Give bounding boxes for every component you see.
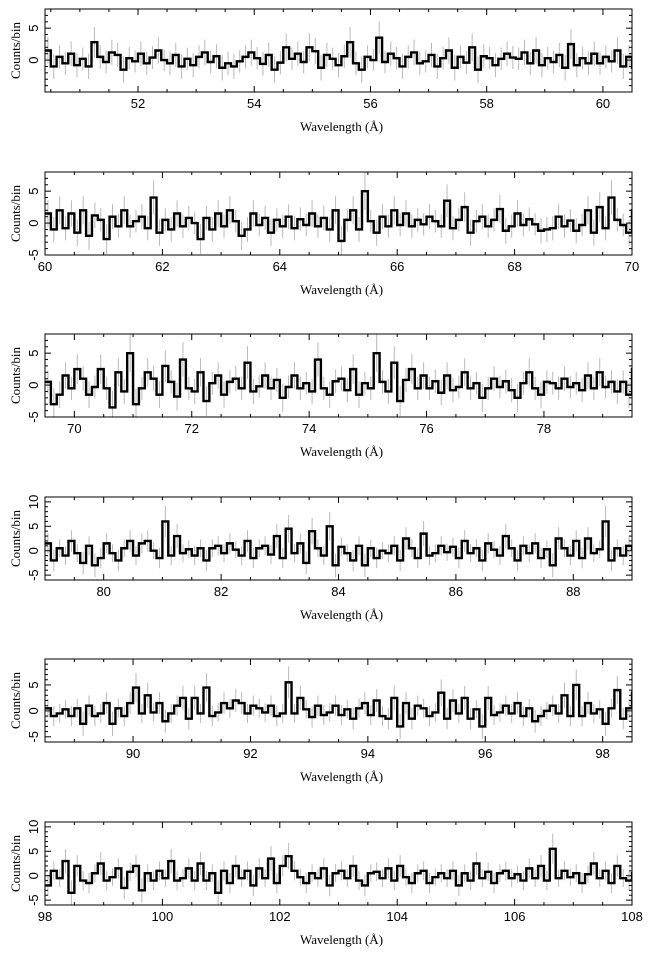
x-axis-label: Wavelength (Å) xyxy=(300,932,383,947)
plot-area xyxy=(45,172,632,255)
y-tick-label: 10 xyxy=(26,495,41,509)
y-tick-label: -5 xyxy=(26,569,41,581)
x-tick-label: 84 xyxy=(331,584,345,599)
plot-area xyxy=(45,334,632,417)
x-tick-label: 96 xyxy=(478,746,492,761)
y-tick-label: 5 xyxy=(26,681,41,688)
x-tick-label: 52 xyxy=(131,96,145,111)
x-axis-label: Wavelength (Å) xyxy=(300,119,383,134)
x-tick-label: 72 xyxy=(185,421,199,436)
spectrum-panel-4: 80 82 84 86 88 -5 0 5 10 Wavelength (Å) Counts/bin xyxy=(8,495,633,622)
y-tick-label: 0 xyxy=(26,381,41,388)
y-tick-label: 5 xyxy=(26,848,41,855)
step-series xyxy=(45,189,632,243)
y-axis-label: Counts/bin xyxy=(8,184,23,242)
x-tick-label: 104 xyxy=(386,909,408,924)
x-tick-label: 68 xyxy=(507,259,521,274)
spectrum-panel-3: 70 72 74 76 78 -5 0 5 Wavelength (Å) Counts/bin xyxy=(8,333,633,459)
x-tick-label: 90 xyxy=(126,746,140,761)
x-axis-label: Wavelength (Å) xyxy=(300,607,383,622)
x-tick-label: 86 xyxy=(449,584,463,599)
y-tick-label: 5 xyxy=(26,25,41,32)
plot-frame xyxy=(44,496,633,581)
y-tick-label: 0 xyxy=(26,872,41,879)
x-axis-label: Wavelength (Å) xyxy=(300,444,383,459)
x-tick-label: 92 xyxy=(243,746,257,761)
x-tick-label: 60 xyxy=(38,259,52,274)
x-tick-label: 76 xyxy=(419,421,433,436)
y-tick-label: 5 xyxy=(26,188,41,195)
x-tick-label: 64 xyxy=(273,259,287,274)
x-tick-label: 58 xyxy=(479,96,493,111)
x-tick-label: 62 xyxy=(155,259,169,274)
y-tick-label: 5 xyxy=(26,350,41,357)
x-tick-label: 82 xyxy=(214,584,228,599)
x-tick-label: 98 xyxy=(38,909,52,924)
plot-area xyxy=(45,833,632,905)
x-axis-label: Wavelength (Å) xyxy=(300,769,383,784)
x-tick-label: 94 xyxy=(361,746,375,761)
step-series xyxy=(45,847,632,894)
x-tick-label: 102 xyxy=(269,909,291,924)
spectrum-panel-6: 98 100 102 104 106 108 -5 0 5 10 Wavelength (Å) Cou… xyxy=(8,820,643,947)
spectrum-panel-1: 52 54 56 58 60 0 5 Wavelength (Å) Counts/bin xyxy=(8,8,633,134)
plot-area xyxy=(45,666,632,740)
x-tick-label: 88 xyxy=(566,584,580,599)
step-series xyxy=(45,36,632,71)
plot-frame xyxy=(44,821,633,906)
plot-area xyxy=(45,505,632,578)
x-tick-label: 54 xyxy=(247,96,261,111)
x-tick-label: 98 xyxy=(595,746,609,761)
x-tick-label: 56 xyxy=(363,96,377,111)
y-axis-label: Counts/bin xyxy=(8,21,23,79)
y-tick-label: 0 xyxy=(26,219,41,226)
y-axis-label: Counts/bin xyxy=(8,671,23,729)
y-tick-label: 0 xyxy=(26,707,41,714)
x-tick-label: 80 xyxy=(96,584,110,599)
y-tick-label: 5 xyxy=(26,523,41,530)
spectrum-panel-5: 90 92 94 96 98 -5 0 5 Wavelength (Å) Counts/bin xyxy=(8,658,633,784)
x-tick-label: 66 xyxy=(390,259,404,274)
y-tick-label: -5 xyxy=(26,731,41,743)
x-tick-label: 100 xyxy=(152,909,174,924)
step-series xyxy=(45,520,632,567)
y-axis-label: Counts/bin xyxy=(8,346,23,404)
y-tick-label: 0 xyxy=(26,56,41,63)
spectrum-panel-2: 60 62 64 66 68 70 -5 0 5 Wavelength (Å) Counts/bin xyxy=(8,171,639,297)
y-axis-label: Counts/bin xyxy=(8,509,23,567)
y-tick-label: 0 xyxy=(26,547,41,554)
y-tick-label: 10 xyxy=(26,820,41,834)
x-axis-label: Wavelength (Å) xyxy=(300,282,383,297)
y-axis-label: Counts/bin xyxy=(8,834,23,892)
plot-frame xyxy=(44,8,633,93)
x-tick-label: 78 xyxy=(537,421,551,436)
step-series xyxy=(45,351,632,409)
x-tick-label: 70 xyxy=(67,421,81,436)
x-tick-label: 106 xyxy=(504,909,526,924)
step-series xyxy=(45,681,632,728)
x-tick-label: 60 xyxy=(596,96,610,111)
x-tick-label: 108 xyxy=(621,909,643,924)
x-tick-label: 70 xyxy=(625,259,639,274)
plot-area xyxy=(45,21,632,83)
x-tick-label: 74 xyxy=(302,421,316,436)
y-tick-label: -5 xyxy=(26,249,41,261)
y-tick-label: -5 xyxy=(26,894,41,906)
y-tick-label: -5 xyxy=(26,411,41,423)
